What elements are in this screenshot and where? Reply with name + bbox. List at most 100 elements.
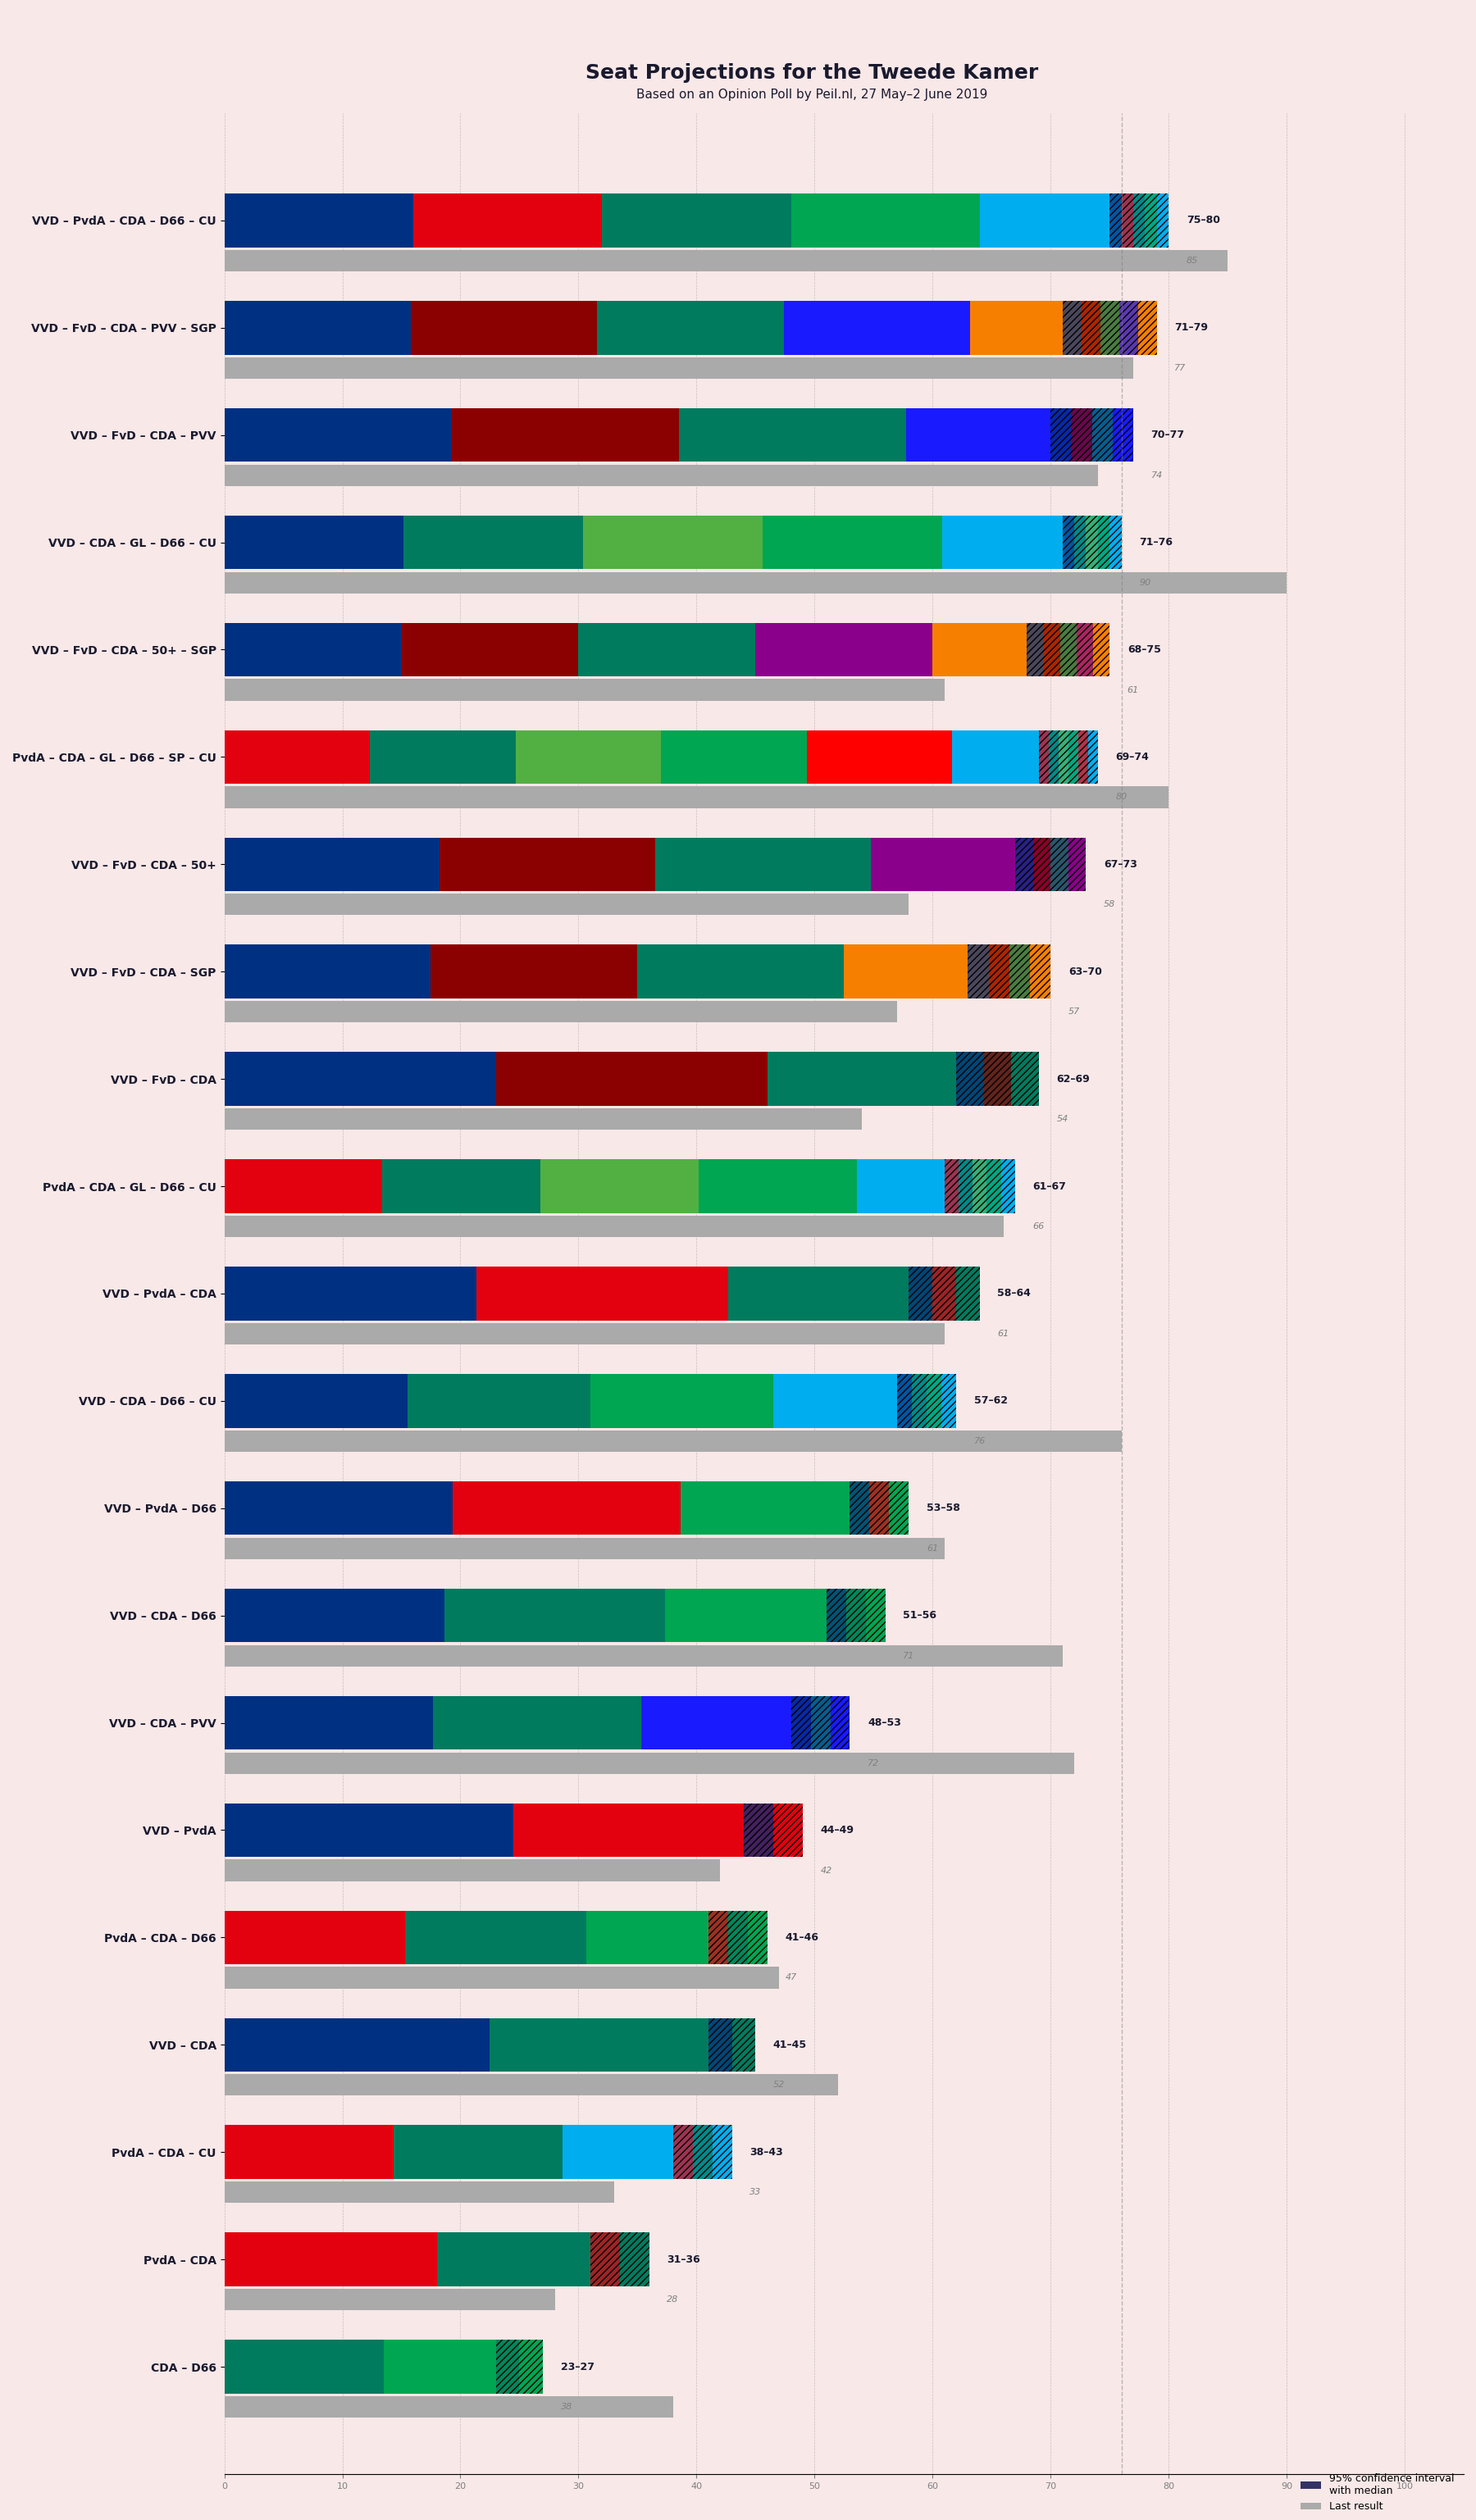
- Bar: [224, 1751, 1075, 1774]
- Text: 71–79: 71–79: [1175, 323, 1209, 333]
- Bar: [708, 1910, 728, 1963]
- Bar: [224, 2074, 838, 2097]
- Bar: [906, 408, 1134, 461]
- Bar: [384, 2341, 543, 2394]
- Bar: [773, 1373, 956, 1429]
- Bar: [224, 194, 413, 247]
- Bar: [655, 837, 871, 892]
- Bar: [956, 1268, 980, 1320]
- Bar: [713, 2124, 732, 2180]
- Text: 63–70: 63–70: [1069, 965, 1101, 978]
- Bar: [514, 1804, 803, 1857]
- Bar: [791, 194, 980, 247]
- Bar: [620, 2233, 649, 2286]
- Text: Seat Projections for the Tweede Kamer: Seat Projections for the Tweede Kamer: [586, 63, 1038, 83]
- Bar: [756, 622, 933, 675]
- Bar: [444, 1588, 666, 1643]
- Text: 77: 77: [1175, 363, 1187, 373]
- Bar: [1058, 731, 1069, 784]
- Bar: [666, 1588, 886, 1643]
- Bar: [1072, 408, 1092, 461]
- Text: 33: 33: [750, 2187, 762, 2197]
- Bar: [933, 622, 1110, 675]
- Bar: [1119, 300, 1138, 355]
- Bar: [452, 408, 679, 461]
- Text: 66: 66: [1033, 1222, 1045, 1230]
- Bar: [728, 1268, 980, 1320]
- Bar: [980, 194, 1169, 247]
- Bar: [952, 731, 1098, 784]
- Bar: [224, 1482, 453, 1535]
- Bar: [869, 1482, 889, 1535]
- Bar: [1138, 300, 1157, 355]
- Bar: [496, 2341, 520, 2394]
- Text: 47: 47: [785, 1973, 797, 1981]
- Bar: [224, 945, 431, 998]
- Bar: [224, 786, 1169, 809]
- Bar: [1011, 1051, 1039, 1106]
- Bar: [989, 945, 1010, 998]
- Bar: [1069, 731, 1077, 784]
- Bar: [983, 1051, 1011, 1106]
- Bar: [224, 1968, 779, 1988]
- Text: 70–77: 70–77: [1151, 431, 1185, 441]
- Bar: [897, 1373, 912, 1429]
- Bar: [1063, 517, 1075, 570]
- Text: 54: 54: [1057, 1114, 1069, 1124]
- Bar: [748, 1910, 768, 1963]
- Bar: [520, 2341, 543, 2394]
- Bar: [692, 2124, 713, 2180]
- Bar: [224, 2288, 555, 2311]
- Bar: [973, 1159, 987, 1212]
- Text: 41–46: 41–46: [785, 1933, 819, 1943]
- Bar: [784, 300, 970, 355]
- Bar: [1088, 731, 1098, 784]
- Bar: [1027, 622, 1044, 675]
- Bar: [1077, 731, 1088, 784]
- Bar: [827, 1588, 846, 1643]
- Bar: [370, 731, 515, 784]
- Bar: [590, 1373, 773, 1429]
- Text: 52: 52: [773, 2082, 785, 2089]
- Text: Based on an Opinion Poll by Peil.nl, 27 May–2 June 2019: Based on an Opinion Poll by Peil.nl, 27 …: [636, 88, 987, 101]
- Bar: [224, 2019, 490, 2071]
- Text: 68–75: 68–75: [1128, 645, 1160, 655]
- Bar: [224, 731, 370, 784]
- Bar: [1075, 517, 1086, 570]
- Bar: [945, 1159, 958, 1212]
- Bar: [728, 1910, 748, 1963]
- Bar: [1044, 622, 1060, 675]
- Bar: [224, 1804, 514, 1857]
- Bar: [1033, 837, 1051, 892]
- Bar: [773, 1804, 803, 1857]
- Bar: [942, 517, 1122, 570]
- Text: 85: 85: [1187, 257, 1199, 265]
- Bar: [1039, 731, 1048, 784]
- Bar: [968, 945, 989, 998]
- Bar: [1082, 300, 1100, 355]
- Bar: [858, 1159, 1015, 1212]
- Text: 61: 61: [998, 1331, 1010, 1338]
- Bar: [1076, 622, 1094, 675]
- Bar: [431, 945, 638, 998]
- Bar: [540, 1159, 698, 1212]
- Bar: [1069, 837, 1086, 892]
- Bar: [453, 1482, 680, 1535]
- Bar: [224, 1373, 407, 1429]
- Bar: [1051, 837, 1069, 892]
- Bar: [732, 2019, 756, 2071]
- Bar: [831, 1696, 850, 1749]
- Bar: [515, 731, 661, 784]
- Bar: [1094, 622, 1110, 675]
- Bar: [224, 680, 945, 701]
- Bar: [1145, 194, 1157, 247]
- Bar: [909, 1268, 933, 1320]
- Bar: [844, 945, 1051, 998]
- Bar: [970, 300, 1157, 355]
- Bar: [708, 2019, 732, 2071]
- Bar: [1086, 517, 1098, 570]
- Bar: [807, 731, 952, 784]
- Bar: [224, 1323, 945, 1346]
- Bar: [404, 517, 583, 570]
- Bar: [401, 622, 579, 675]
